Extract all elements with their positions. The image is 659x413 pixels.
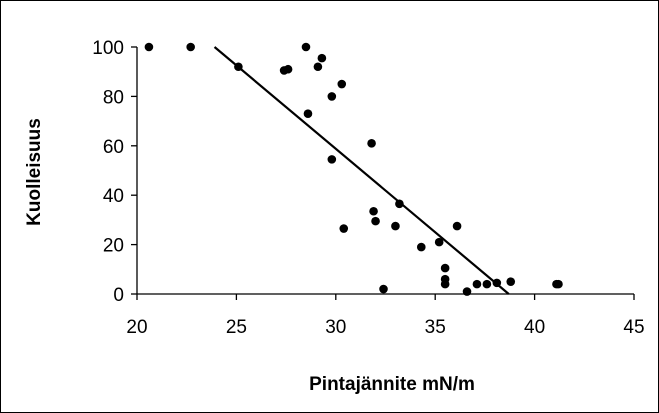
data-point — [339, 224, 349, 233]
x-axis-ticks: 20 25 30 35 40 45 — [126, 294, 645, 338]
data-points — [144, 42, 563, 296]
data-point — [234, 62, 243, 72]
data-point — [369, 206, 378, 216]
data-point — [327, 155, 337, 164]
x-tick-label: 35 — [425, 317, 446, 338]
data-point — [367, 139, 376, 148]
data-point — [416, 242, 426, 252]
data-point — [391, 221, 400, 231]
data-point — [313, 62, 323, 72]
data-point — [482, 279, 492, 289]
data-point — [554, 279, 563, 289]
data-point — [434, 237, 444, 247]
data-point — [440, 263, 450, 273]
y-tick-label: 40 — [103, 186, 124, 207]
x-tick-label: 25 — [226, 317, 247, 338]
trendline — [213, 46, 510, 295]
data-point — [462, 287, 472, 296]
data-point — [301, 42, 311, 52]
data-point — [144, 42, 154, 52]
data-point — [492, 278, 502, 288]
x-tick-label: 40 — [524, 317, 545, 338]
y-axis-label: Kuolleisuus — [24, 118, 45, 226]
data-point — [337, 79, 347, 89]
x-tick-label: 30 — [325, 317, 346, 338]
data-point — [379, 284, 388, 294]
x-tick-label: 45 — [623, 317, 644, 338]
data-point — [186, 42, 195, 52]
data-point — [395, 199, 404, 209]
data-point — [371, 216, 380, 226]
data-point — [317, 53, 327, 63]
data-point — [440, 279, 450, 289]
y-tick-label: 60 — [103, 137, 124, 158]
y-tick-label: 0 — [113, 285, 124, 306]
data-point — [327, 92, 337, 101]
data-point — [472, 279, 482, 289]
data-point — [506, 277, 516, 286]
x-axis-label: Pintajännite mN/m — [309, 374, 475, 395]
y-axis-ticks: 0 20 40 60 80 100 — [92, 38, 137, 306]
y-tick-label: 80 — [103, 87, 124, 108]
data-point — [283, 64, 293, 74]
y-tick-label: 20 — [103, 236, 124, 257]
data-point — [452, 221, 462, 231]
x-tick-label: 20 — [126, 317, 147, 338]
y-tick-label: 100 — [92, 38, 124, 59]
data-point — [303, 109, 313, 118]
